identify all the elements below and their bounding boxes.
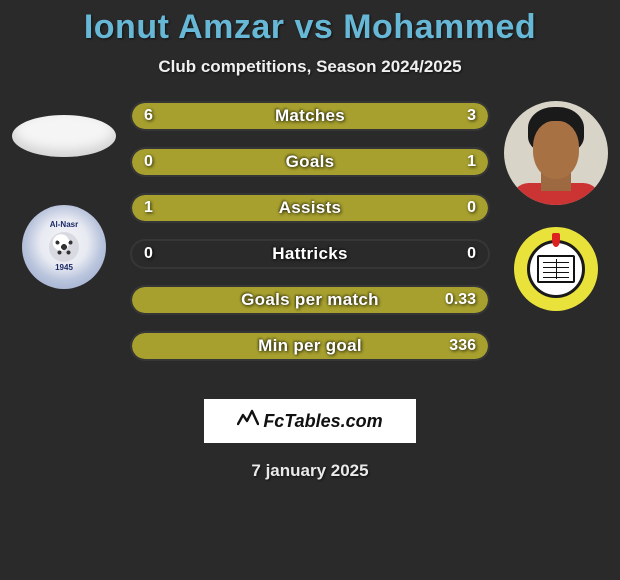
stat-row: 0.33Goals per match (130, 285, 490, 315)
brand-badge[interactable]: FcTables.com (204, 399, 416, 443)
stat-label: Assists (130, 193, 490, 223)
stat-row: 01Goals (130, 147, 490, 177)
stat-row: 336Min per goal (130, 331, 490, 361)
subtitle: Club competitions, Season 2024/2025 (0, 57, 620, 77)
left-player-photo (12, 115, 116, 157)
right-club-badge (514, 227, 598, 311)
stat-row: 10Assists (130, 193, 490, 223)
left-club-year: 1945 (49, 264, 79, 273)
left-club-badge-inner: Al-Nasr 1945 (49, 221, 79, 273)
book-icon (537, 255, 575, 283)
stat-bars: 63Matches 01Goals 10Assists 00Hattricks 0.33… (130, 101, 490, 377)
right-player-column (496, 101, 616, 311)
stat-label: Goals (130, 147, 490, 177)
left-club-name: Al-Nasr (49, 221, 79, 230)
stat-row: 63Matches (130, 101, 490, 131)
stat-label: Matches (130, 101, 490, 131)
left-player-column: Al-Nasr 1945 (4, 101, 124, 289)
chart-area: Al-Nasr 1945 63Matches0 (0, 101, 620, 381)
player-face-icon (521, 107, 591, 195)
right-player-photo (504, 101, 608, 205)
stat-label: Min per goal (130, 331, 490, 361)
comparison-card: Ionut Amzar vs Mohammed Club competition… (0, 0, 620, 580)
stat-label: Goals per match (130, 285, 490, 315)
page-title: Ionut Amzar vs Mohammed (0, 8, 620, 47)
stat-label: Hattricks (130, 239, 490, 269)
left-club-badge: Al-Nasr 1945 (22, 205, 106, 289)
date-label: 7 january 2025 (0, 461, 620, 481)
soccer-ball-icon (49, 232, 79, 262)
stat-row: 00Hattricks (130, 239, 490, 269)
brand-text: FcTables.com (263, 411, 382, 432)
brand-logo-icon (237, 409, 259, 433)
right-club-badge-inner (527, 240, 585, 298)
